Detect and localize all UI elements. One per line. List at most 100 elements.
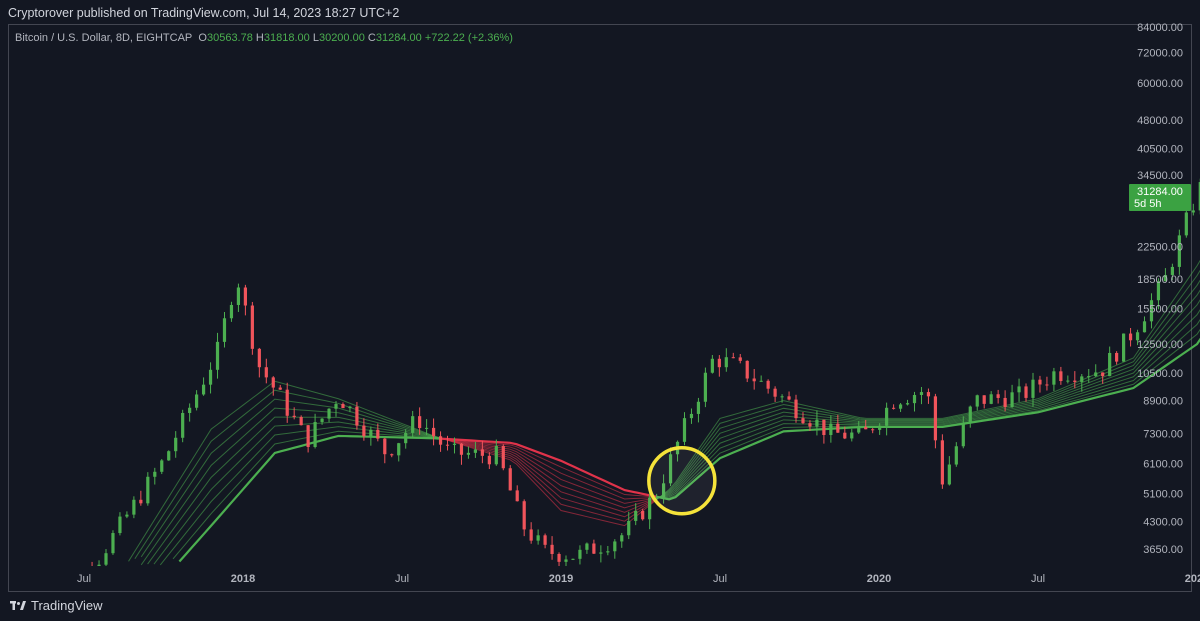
candle-body [257, 348, 261, 368]
published-info: Cryptorover published on TradingView.com… [8, 6, 400, 20]
candle-body [808, 423, 812, 427]
candle-body [362, 425, 366, 437]
candle-body [1142, 321, 1147, 333]
time-tick-label: Jul [77, 573, 91, 585]
candle-body [613, 541, 617, 552]
candle-body [773, 388, 777, 397]
candle-body [1080, 376, 1084, 382]
price-tick-label: 5100.00 [1143, 488, 1183, 500]
candle-body [968, 406, 972, 424]
candle-body [104, 553, 108, 565]
candle-body [188, 407, 192, 413]
open-value: 30563.78 [206, 32, 253, 44]
candle-body [125, 514, 129, 517]
time-tick-label: 2020 [867, 573, 891, 585]
ema-line [656, 309, 1200, 499]
candle-body [557, 553, 561, 562]
candle-body [285, 389, 289, 416]
candle-body [97, 564, 101, 566]
candle-body [787, 396, 791, 400]
chart-header: Cryptorover published on TradingView.com… [0, 0, 1200, 28]
symbol-legend: Bitcoin / U.S. Dollar, 8D, EIGHTCAP O305… [15, 32, 513, 44]
candle-body [620, 535, 624, 542]
candle-body [466, 452, 471, 455]
candle-body [689, 413, 694, 419]
tradingview-brand[interactable]: TradingView [10, 598, 103, 613]
candle-body [473, 449, 478, 453]
candle-body [878, 425, 882, 430]
price-tick-label: 40500.00 [1137, 143, 1183, 155]
candle-body [271, 377, 275, 388]
candle-body [1128, 333, 1133, 341]
candle-body [627, 520, 631, 536]
symbol-name: Bitcoin / U.S. Dollar, 8D, EIGHTCAP [15, 32, 193, 44]
candle-body [571, 558, 575, 560]
candle-body [1059, 371, 1063, 382]
candle-body [425, 427, 429, 429]
price-tick-label: 3650.00 [1143, 544, 1183, 556]
candle-body [111, 533, 115, 554]
ema-line [140, 407, 441, 566]
candle-body [452, 443, 457, 445]
candle-body [501, 445, 505, 469]
ema-line [178, 434, 441, 563]
candle-body [376, 429, 380, 439]
candle-body [1163, 274, 1168, 282]
candle-body [759, 380, 763, 382]
candle-body [843, 432, 847, 439]
ema-line [656, 279, 1200, 500]
price-tick-label: 72000.00 [1137, 48, 1183, 60]
price-tick-label: 10500.00 [1137, 368, 1183, 380]
candle-body [487, 455, 491, 465]
candle-body [926, 392, 931, 397]
candle-body [208, 369, 213, 385]
candle-body [703, 372, 708, 402]
candle-body [334, 404, 338, 409]
candle-body [954, 446, 958, 465]
candle-body [655, 497, 659, 499]
candle-body [857, 426, 861, 433]
candle-body [418, 416, 422, 429]
candle-body [1094, 372, 1098, 377]
time-tick-label: 2021 [1185, 573, 1200, 585]
change-value: +722.22 (+2.36%) [424, 32, 513, 44]
candle-body [836, 423, 840, 433]
open-label: O [198, 32, 207, 44]
candle-body [592, 543, 596, 554]
price-tick-label: 7300.00 [1143, 429, 1183, 441]
tradingview-logo-icon [10, 600, 26, 610]
candle-body [1052, 371, 1056, 385]
candle-body [822, 419, 826, 436]
candle-body [229, 304, 234, 319]
candle-body [1115, 352, 1119, 362]
low-value: 30200.00 [318, 32, 365, 44]
candle-body [508, 468, 512, 491]
candle-body [717, 358, 721, 368]
candle-body [550, 544, 554, 554]
countdown-value: 5d 5h [1134, 198, 1162, 210]
candle-body [780, 396, 784, 398]
candle-body [1191, 210, 1195, 213]
high-label: H [255, 32, 264, 44]
price-tick-label: 6100.00 [1143, 459, 1183, 471]
candle-body [243, 287, 247, 306]
candle-body [585, 543, 589, 550]
close-label: C [367, 32, 376, 44]
candle-body [1017, 386, 1021, 393]
candle-body [480, 449, 484, 456]
candle-body [898, 404, 903, 409]
candle-body [599, 552, 603, 554]
candle-body [1184, 212, 1188, 236]
candle-body [1038, 379, 1042, 385]
candle-body [153, 471, 157, 477]
candle-body [947, 464, 951, 485]
candle-body [1073, 380, 1077, 382]
candle-body [1121, 333, 1126, 362]
candle-body [215, 341, 220, 370]
ema-line [656, 289, 1200, 500]
candle-body [1010, 392, 1014, 408]
ema-line [656, 299, 1200, 499]
candle-body [661, 483, 666, 498]
ema-line [656, 269, 1200, 500]
